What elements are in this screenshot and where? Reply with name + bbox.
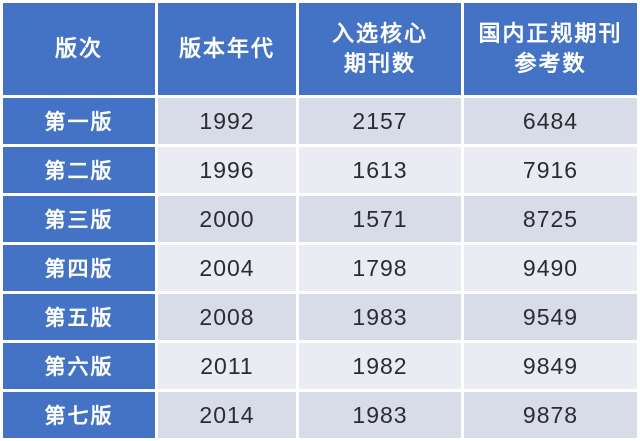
year-value: 2000 bbox=[158, 196, 296, 242]
year-value: 2014 bbox=[158, 392, 296, 438]
table-row: 第六版 2011 1982 9849 bbox=[3, 343, 637, 389]
year-value: 2011 bbox=[158, 343, 296, 389]
edition-label: 第四版 bbox=[3, 245, 155, 291]
core-journals-value: 1571 bbox=[299, 196, 461, 242]
reference-journals-value: 7916 bbox=[464, 147, 637, 193]
year-value: 2008 bbox=[158, 294, 296, 340]
table-row: 第四版 2004 1798 9490 bbox=[3, 245, 637, 291]
year-value: 2004 bbox=[158, 245, 296, 291]
reference-journals-value: 6484 bbox=[464, 98, 637, 144]
edition-label: 第二版 bbox=[3, 147, 155, 193]
table-row: 第五版 2008 1983 9549 bbox=[3, 294, 637, 340]
table-header-row: 版次 版本年代 入选核心 期刊数 国内正规期刊 参考数 bbox=[3, 3, 637, 95]
core-journals-value: 1982 bbox=[299, 343, 461, 389]
year-value: 1992 bbox=[158, 98, 296, 144]
table-row: 第二版 1996 1613 7916 bbox=[3, 147, 637, 193]
core-journals-value: 1798 bbox=[299, 245, 461, 291]
header-cell-edition: 版次 bbox=[3, 3, 155, 95]
table-row: 第三版 2000 1571 8725 bbox=[3, 196, 637, 242]
edition-label: 第三版 bbox=[3, 196, 155, 242]
reference-journals-value: 9490 bbox=[464, 245, 637, 291]
edition-label: 第七版 bbox=[3, 392, 155, 438]
year-value: 1996 bbox=[158, 147, 296, 193]
reference-journals-value: 9849 bbox=[464, 343, 637, 389]
core-journals-value: 2157 bbox=[299, 98, 461, 144]
reference-journals-value: 8725 bbox=[464, 196, 637, 242]
table-row: 第七版 2014 1983 9878 bbox=[3, 392, 637, 438]
edition-label: 第一版 bbox=[3, 98, 155, 144]
core-journals-value: 1983 bbox=[299, 294, 461, 340]
header-cell-year: 版本年代 bbox=[158, 3, 296, 95]
header-cell-reference-journals: 国内正规期刊 参考数 bbox=[464, 3, 637, 95]
table-row: 第一版 1992 2157 6484 bbox=[3, 98, 637, 144]
reference-journals-value: 9878 bbox=[464, 392, 637, 438]
core-journals-value: 1613 bbox=[299, 147, 461, 193]
header-cell-core-journals: 入选核心 期刊数 bbox=[299, 3, 461, 95]
reference-journals-value: 9549 bbox=[464, 294, 637, 340]
core-journals-value: 1983 bbox=[299, 392, 461, 438]
edition-label: 第六版 bbox=[3, 343, 155, 389]
edition-label: 第五版 bbox=[3, 294, 155, 340]
